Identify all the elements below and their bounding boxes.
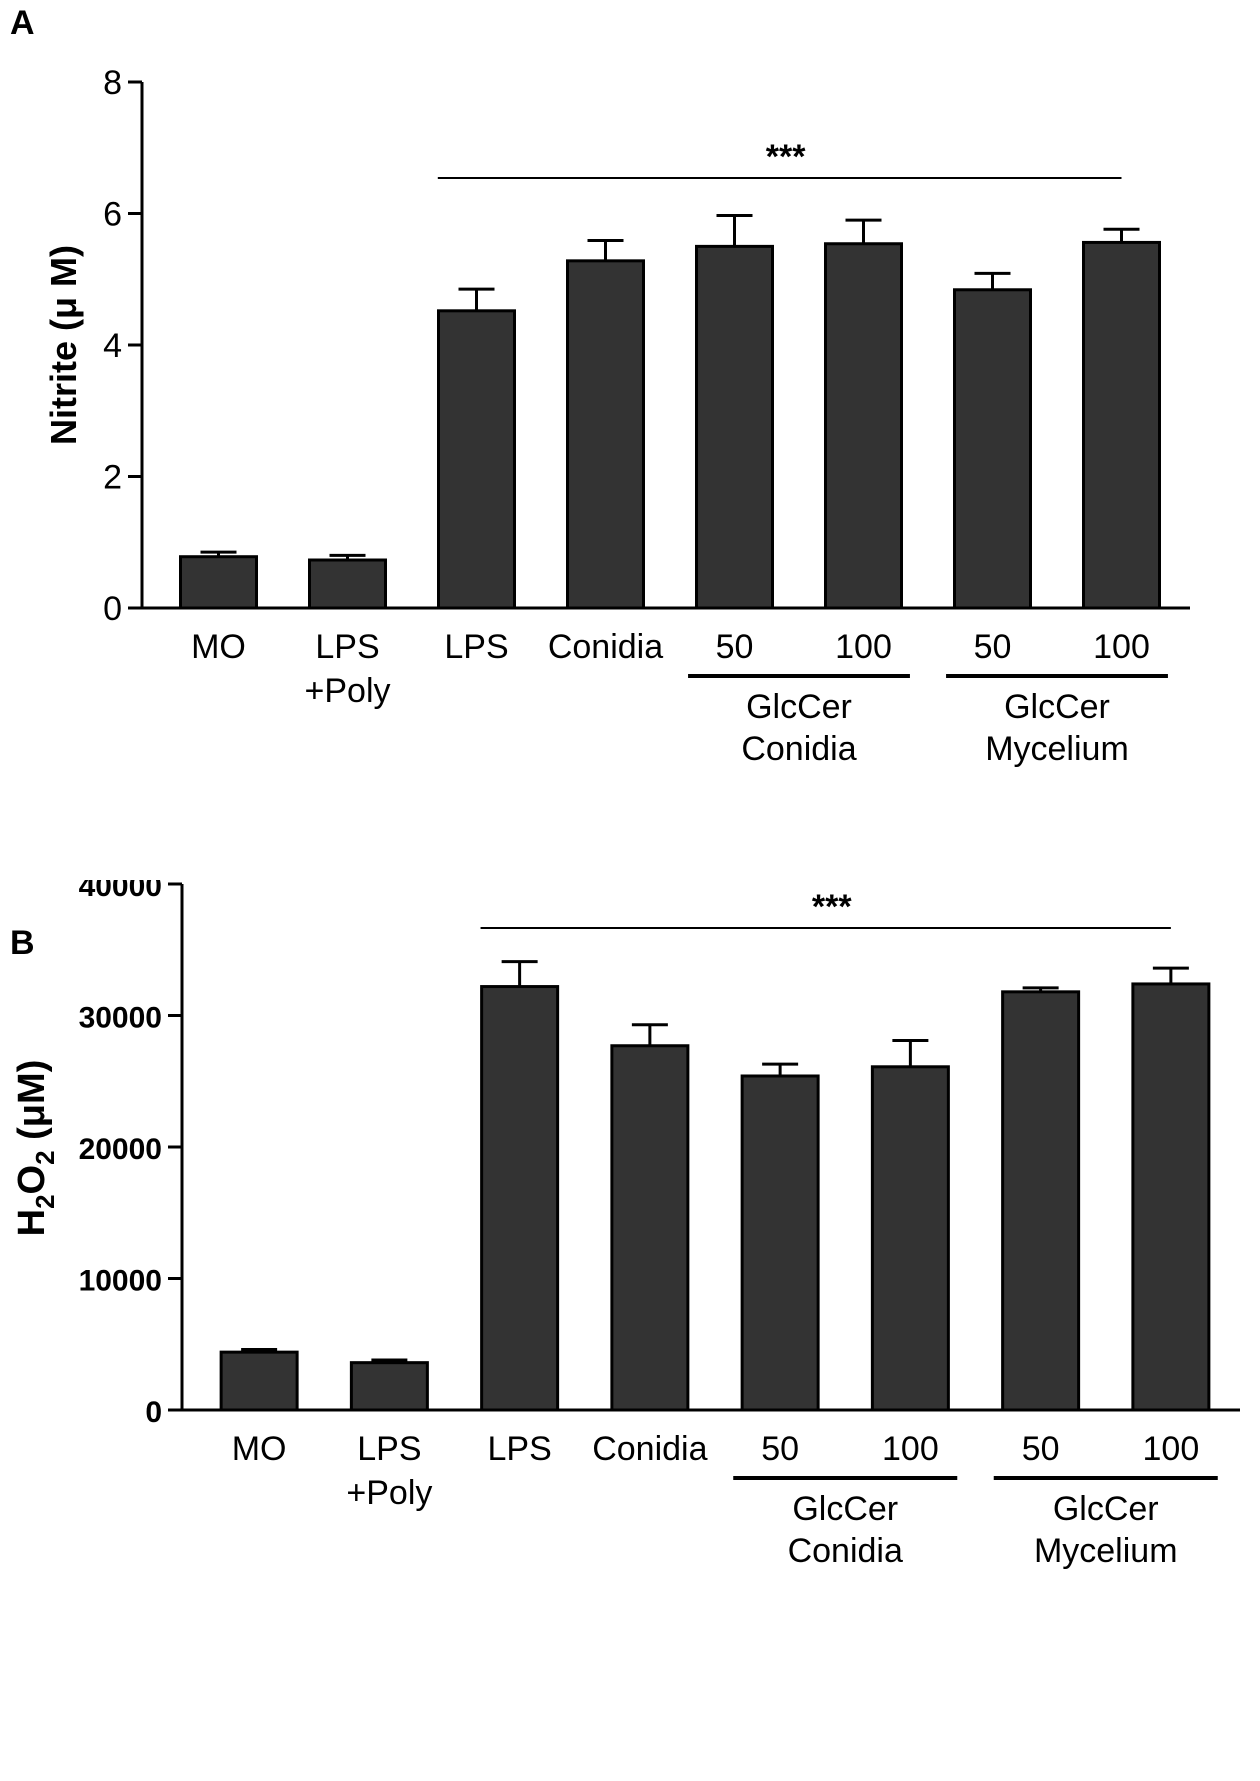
chart-b-bar: [610, 1044, 690, 1412]
chart-a-x-tick-label: 100: [835, 628, 892, 666]
chart-a-bar: [308, 558, 387, 610]
chart-b-y-axis-label: H2O2 (μM): [11, 1060, 60, 1237]
chart-b-x-tick-label: LPS: [357, 1430, 421, 1468]
chart-a-y-axis-label: Nitrite (μ M): [43, 245, 84, 445]
chart-b-x-tick-label: Conidia: [592, 1430, 707, 1468]
chart-a-bar: [566, 259, 645, 610]
chart-a-group-label: GlcCer: [746, 688, 852, 726]
chart-b-y-tick-label: 20000: [79, 1133, 162, 1166]
chart-a-x-tick-label: +Poly: [305, 672, 391, 710]
chart-a-y-tick-label: 2: [103, 459, 122, 497]
chart-a-bar: [179, 555, 258, 610]
chart-a-bar: [437, 309, 516, 610]
chart-a-x-tick-label: Conidia: [548, 628, 663, 666]
chart-a-x-tick-label: 50: [974, 628, 1012, 666]
chart-b-x-tick-label: 100: [1143, 1430, 1200, 1468]
chart-b-ylabel-unit: (μM): [11, 1060, 53, 1151]
chart-a-y-tick-label: 6: [103, 196, 122, 234]
chart-b-x-tick-label: +Poly: [346, 1474, 432, 1512]
chart-a-y-tick-label: 4: [103, 327, 122, 365]
chart-b-ylabel-h: H: [11, 1209, 53, 1236]
chart-b-bar: [870, 1065, 950, 1412]
chart-b-x-tick-label: 50: [1022, 1430, 1060, 1468]
chart-a: 0 2 4 6 8 MO LPS +Poly LPS Conidia 50 100 50 100 GlcCe…: [43, 64, 1190, 768]
chart-b-bar: [480, 985, 560, 1412]
chart-a-bar: [824, 242, 903, 610]
chart-a-x-tick-label: MO: [191, 628, 246, 666]
chart-b-group-label: Conidia: [788, 1532, 903, 1570]
panel-b: B 0 10000 20000 30000 40000 MO LPS +Poly LPS Coni…: [0, 880, 1260, 1781]
chart-a-group-label: Conidia: [741, 730, 856, 768]
chart-a-group-label: Mycelium: [985, 730, 1129, 768]
chart-a-x-tick-label: LPS: [315, 628, 379, 666]
chart-a-bar: [953, 288, 1032, 610]
chart-b-y-tick-label: 30000: [79, 1002, 162, 1035]
panel-a: A 0 2 4 6 8 MO LPS +Poly LPS Conidia 50 100 50 100 Glc…: [0, 0, 1260, 880]
chart-b-bar: [1131, 982, 1211, 1412]
chart-b-group-label: GlcCer: [792, 1490, 898, 1528]
chart-a-significance-label: ***: [766, 138, 806, 176]
chart-a-x-tick-label: LPS: [444, 628, 508, 666]
chart-b-ylabel-sub: 2: [30, 1150, 60, 1164]
chart-b-bar: [740, 1074, 820, 1412]
chart-b-significance-label: ***: [812, 888, 852, 926]
chart-b-group-label: Mycelium: [1034, 1532, 1178, 1570]
chart-b-bar: [349, 1361, 429, 1412]
chart-b-x-tick-label: LPS: [487, 1430, 551, 1468]
chart-b-y-tick-label: 0: [145, 1396, 162, 1429]
chart-a-bar: [1082, 240, 1161, 610]
chart-a-bar: [695, 244, 774, 610]
chart-b: 0 10000 20000 30000 40000 MO LPS +Poly LPS Conidi…: [11, 880, 1240, 1570]
panel-b-letter: B: [10, 924, 35, 962]
chart-a-y-tick-label: 8: [103, 64, 122, 102]
chart-a-group-label: GlcCer: [1004, 688, 1110, 726]
chart-b-ylabel-o: O: [11, 1165, 53, 1195]
chart-b-ylabel-sub: 2: [30, 1194, 60, 1208]
chart-a-y-tick-label: 0: [103, 590, 122, 628]
chart-b-y-tick-label: 40000: [79, 880, 162, 903]
chart-a-x-tick-label: 50: [716, 628, 754, 666]
chart-b-x-tick-label: MO: [232, 1430, 287, 1468]
chart-b-group-label: GlcCer: [1053, 1490, 1159, 1528]
chart-b-bar: [219, 1350, 299, 1412]
chart-a-x-tick-label: 100: [1093, 628, 1150, 666]
chart-b-x-tick-label: 50: [761, 1430, 799, 1468]
chart-b-y-tick-label: 10000: [79, 1265, 162, 1298]
chart-b-bar: [1001, 990, 1081, 1412]
panel-a-letter: A: [10, 4, 35, 42]
chart-b-x-tick-label: 100: [882, 1430, 939, 1468]
